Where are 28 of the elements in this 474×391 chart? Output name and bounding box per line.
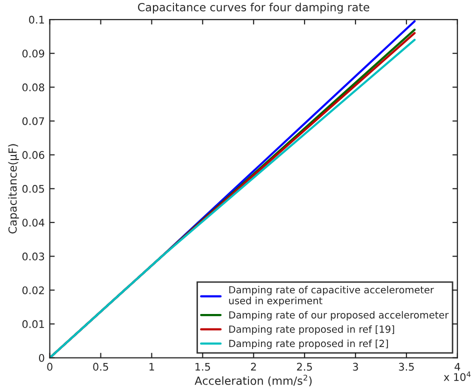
legend-label: Damping rate of our proposed accelerometer (229, 311, 449, 320)
x-tick-label: 4 (454, 362, 460, 371)
x-tick-label: 1.5 (195, 362, 210, 371)
y-tick-label: 0.03 (22, 252, 44, 260)
x-tick-label: 3 (352, 362, 358, 371)
y-tick-label: 0.06 (22, 151, 44, 159)
x-tick-label: 0 (47, 362, 52, 371)
x-tick-label: 3.5 (398, 362, 414, 371)
x-tick-label: 2 (251, 362, 256, 371)
legend-label: Damping rate of capacitive accelerometer used in experiment (229, 286, 434, 306)
y-tick-label: 0.04 (22, 218, 44, 227)
y-tick-label: 0.02 (22, 286, 44, 294)
y-tick-label: 0 (38, 354, 44, 362)
y-tick-label: 0.1 (29, 16, 44, 24)
legend-label: Damping rate proposed in ref [2] (229, 340, 388, 350)
x-tick-label: 0.5 (93, 362, 108, 371)
legend-label: Damping rate proposed in ref [19] (229, 325, 394, 335)
y-tick-label: 0.05 (22, 184, 44, 193)
y-tick-label: 0.07 (22, 117, 44, 126)
y-tick-label: 0.08 (22, 83, 44, 92)
y-tick-label: 0.09 (22, 50, 44, 58)
x-axis-title: Acceleration (mm/s$^{2}$) (194, 374, 312, 386)
text: x 10$^{4}$ (444, 372, 471, 381)
y-tick-label: 0.01 (22, 320, 44, 328)
y-axis-title: Capacitance(μF) (8, 144, 19, 234)
chart-title: Capacitance curves for four damping rate (138, 2, 370, 14)
x-tick-label: 1 (150, 362, 154, 371)
x-tick-label: 2.5 (297, 362, 312, 371)
